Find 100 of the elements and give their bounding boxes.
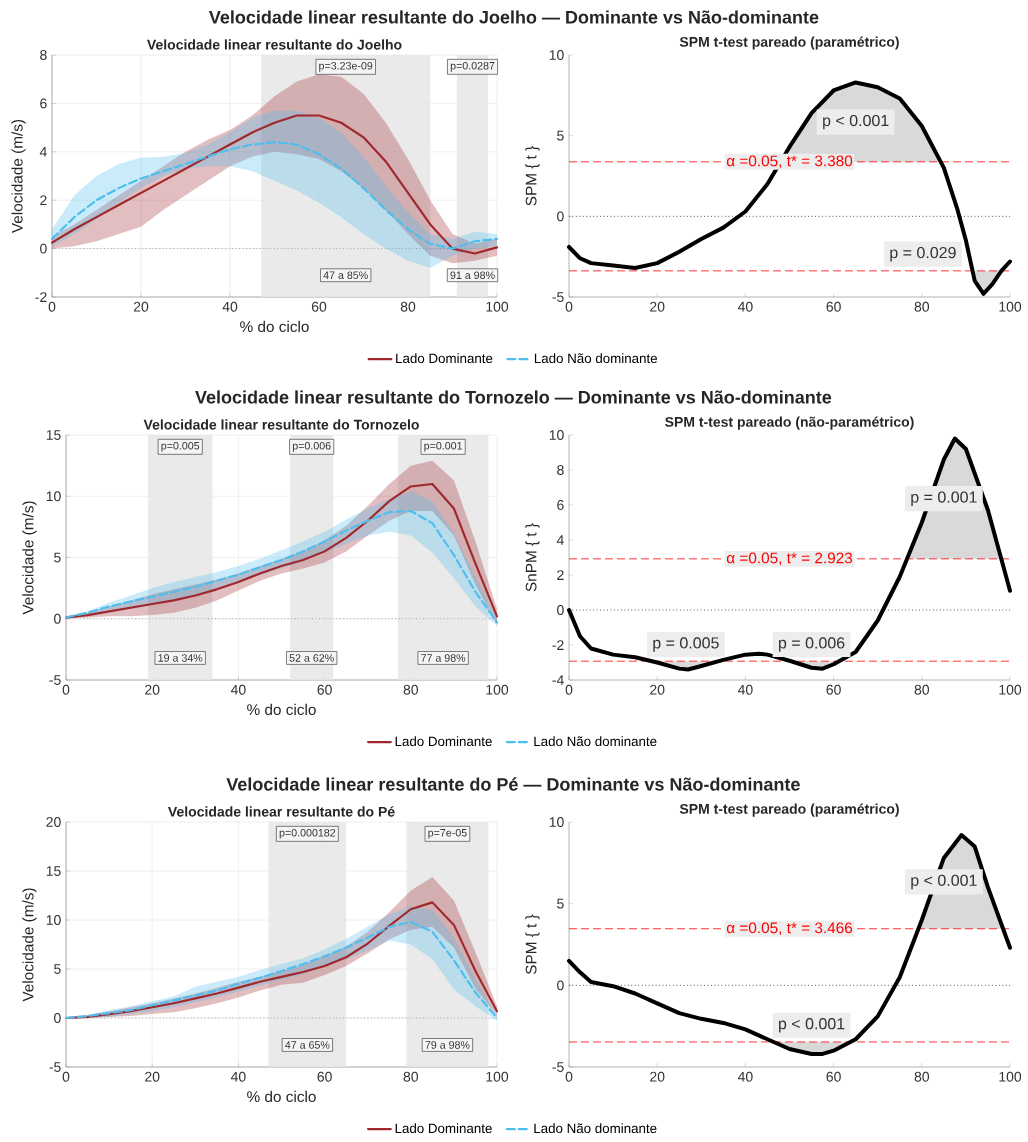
y-tick-label: 10: [549, 817, 564, 827]
legend-label: Lado Não dominante: [534, 1123, 657, 1134]
y-tick-label: 5: [54, 964, 61, 974]
y-tick-label: 0: [557, 605, 564, 615]
chart-subtitle: Velocidade linear resultante do Pé: [168, 806, 395, 817]
x-tick-label: 80: [914, 1071, 930, 1082]
annotation: p < 0.001: [911, 874, 977, 890]
annotation: p=0.005: [161, 442, 200, 452]
annotation: p = 0.006: [779, 637, 845, 652]
y-tick-label: -5: [552, 292, 564, 302]
y-tick-label: 5: [54, 552, 61, 563]
x-tick-label: 20: [650, 684, 665, 695]
x-tick-label: 100: [999, 301, 1022, 312]
y-tick-label: 0: [557, 211, 564, 222]
y-tick-label: 10: [549, 50, 564, 60]
band-label: 47 a 65%: [285, 1041, 330, 1049]
x-tick-label: 60: [311, 301, 327, 312]
x-tick-label: 60: [317, 684, 332, 695]
band-label: 91 a 98%: [450, 271, 495, 279]
y-tick-label: 6: [40, 98, 47, 109]
x-tick-label: 100: [486, 684, 509, 695]
y-tick-label: 0: [40, 243, 47, 254]
band-label: 19 a 34%: [158, 654, 203, 662]
y-tick-label: 5: [557, 130, 564, 141]
y-tick-label: 4: [39, 147, 47, 157]
x-tick-label: 80: [403, 684, 419, 695]
y-tick-label: 4: [556, 535, 564, 545]
x-tick-label: 80: [400, 301, 416, 312]
x-tick-label: 0: [62, 1071, 70, 1082]
annotation: p=0.001: [424, 442, 463, 452]
chart-title: SPM t-test pareado (paramétrico): [679, 36, 899, 50]
x-tick-label: 100: [486, 1071, 509, 1082]
band-label: 77 a 98%: [421, 654, 466, 662]
line-series: [567, 833, 1013, 1056]
y-tick-label: -5: [552, 1062, 564, 1072]
x-tick-label: 40: [737, 301, 753, 312]
chart-title: SPM t-test pareado (paramétrico): [679, 803, 899, 817]
y-tick-label: 10: [549, 430, 564, 440]
y-tick-label: 8: [557, 465, 564, 475]
x-tick-label: 20: [145, 1071, 160, 1082]
x-tick-label: 0: [565, 301, 573, 312]
x-tick-label: 100: [999, 1071, 1022, 1082]
x-tick-label: 20: [145, 684, 160, 695]
x-tick-label: 80: [914, 684, 930, 695]
y-axis-title: SPM { t }: [525, 914, 540, 975]
annotation: p=3.23e-09: [319, 62, 373, 72]
x-tick-label: 100: [999, 684, 1022, 695]
x-tick-label: 0: [565, 684, 573, 695]
y-tick-label: -4: [552, 675, 564, 685]
x-tick-label: 40: [222, 301, 238, 312]
x-tick-label: 80: [403, 1071, 419, 1082]
y-tick-label: 0: [54, 613, 61, 624]
y-tick-label: -5: [49, 1062, 61, 1072]
ref-line-label: α =0.05, t* = 2.923: [726, 552, 853, 566]
annotation: p < 0.001: [779, 1018, 845, 1033]
x-tick-label: 80: [914, 301, 930, 312]
y-tick-label: 20: [46, 817, 61, 827]
x-axis-title: % do ciclo: [247, 1090, 316, 1103]
chart-title: Velocidade linear resultante do Pé — Dominante vs Não-dominante: [226, 777, 800, 791]
x-tick-label: 20: [650, 301, 665, 312]
ref-line-label: α =0.05, t* = 3.466: [726, 922, 853, 936]
annotation: p < 0.001: [823, 114, 889, 130]
band-label: 47 a 85%: [323, 271, 368, 279]
x-tick-label: 60: [317, 1071, 332, 1082]
annotation: p = 0.029: [890, 246, 956, 262]
x-tick-label: 60: [826, 301, 841, 312]
x-tick-label: 20: [650, 1071, 665, 1082]
x-tick-label: 40: [230, 684, 246, 695]
x-tick-label: 100: [486, 301, 509, 312]
x-axis-title: % do ciclo: [240, 320, 309, 333]
band-label: 79 a 98%: [425, 1041, 470, 1049]
y-axis-title: SPM { t }: [525, 146, 540, 206]
chart-subtitle: Velocidade linear resultante do Tornozelo: [143, 419, 419, 430]
ref-line-label: α =0.05, t* = 3.380: [726, 155, 853, 169]
legend-label: Lado Dominante: [395, 1123, 492, 1134]
x-tick-label: 40: [737, 1071, 753, 1082]
chart-subtitle: Velocidade linear resultante do Joelho: [147, 39, 402, 50]
y-tick-label: 10: [46, 491, 61, 502]
y-tick-label: -5: [49, 675, 61, 685]
band-label: 52 a 62%: [289, 654, 334, 662]
legend-label: Lado Não dominante: [534, 736, 657, 747]
x-tick-label: 0: [565, 1071, 573, 1082]
annotation: p=0.0287: [450, 62, 495, 72]
y-axis-title: Velocidade (m/s): [22, 888, 37, 1002]
x-tick-label: 60: [826, 684, 841, 695]
x-tick-label: 40: [230, 1071, 246, 1082]
y-tick-label: -2: [552, 640, 564, 650]
x-axis-title: % do ciclo: [247, 703, 316, 716]
x-tick-label: 40: [737, 684, 753, 695]
y-axis-title: Velocidade (m/s): [11, 119, 26, 234]
y-tick-label: 6: [557, 500, 564, 510]
annotation: p=0.006: [292, 442, 331, 452]
legend-label: Lado Dominante: [396, 353, 493, 364]
y-tick-label: 15: [46, 430, 61, 440]
y-tick-label: -2: [35, 292, 47, 302]
annotation: p = 0.001: [911, 491, 977, 506]
y-tick-label: 15: [46, 866, 61, 876]
y-axis-title: Velocidade (m/s): [22, 501, 37, 615]
y-tick-label: 10: [46, 915, 61, 925]
y-tick-label: 2: [40, 195, 47, 206]
